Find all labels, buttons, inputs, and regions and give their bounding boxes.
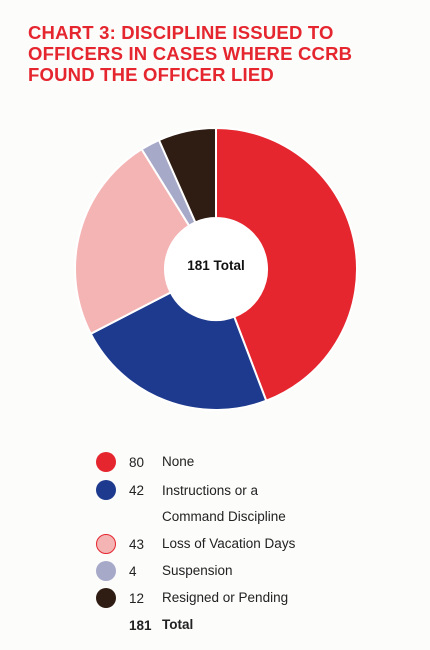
legend-total-count: 181: [129, 617, 152, 633]
legend-label-vacation: Loss of Vacation Days: [162, 536, 296, 551]
legend-swatch-suspension: [96, 561, 116, 581]
legend-swatch-none: [96, 452, 116, 472]
legend-row-suspension: 4 Suspension: [96, 559, 233, 583]
legend-count-resigned: 12: [129, 590, 145, 606]
legend-label-instructions-line-1: Instructions or a: [162, 483, 259, 498]
donut-center-label: 181 Total: [187, 258, 245, 273]
legend-row-total: 181 Total: [96, 613, 193, 637]
legend-row-none: 80 None: [96, 450, 194, 474]
chart-title: CHART 3: DISCIPLINE ISSUED TO OFFICERS I…: [28, 22, 418, 85]
donut-chart: [74, 126, 358, 411]
legend-swatch-vacation: [96, 534, 116, 554]
legend-label-instructions-line-2: Command Discipline: [162, 509, 286, 524]
legend-count-suspension: 4: [129, 563, 137, 579]
legend-label-instructions-wrap: Instructions or a Command Discipline: [162, 478, 322, 530]
legend-label-resigned: Resigned or Pending: [162, 590, 289, 605]
legend-swatch-instructions: [96, 480, 116, 500]
legend-label-suspension: Suspension: [162, 563, 233, 578]
legend-label-none: None: [162, 454, 195, 469]
legend-count-none: 80: [129, 454, 145, 470]
donut-chart-area: 181 Total: [74, 126, 358, 411]
title-line-3: FOUND THE OFFICER LIED: [28, 64, 274, 85]
legend-count-vacation: 43: [129, 536, 145, 552]
legend-count-instructions: 42: [129, 483, 145, 498]
legend-swatch-resigned: [96, 588, 116, 608]
legend-total-label: Total: [162, 617, 194, 632]
legend-row-instructions: 42 Instructions or a Command Discipline: [96, 478, 322, 526]
legend-row-vacation: 43 Loss of Vacation Days: [96, 532, 295, 556]
legend-swatch-total-spacer: [96, 615, 116, 635]
legend-row-resigned: 12 Resigned or Pending: [96, 586, 288, 610]
donut-hole: [165, 218, 267, 320]
title-line-1: CHART 3: DISCIPLINE ISSUED TO: [28, 22, 334, 43]
title-line-2: OFFICERS IN CASES WHERE CCRB: [28, 43, 353, 64]
